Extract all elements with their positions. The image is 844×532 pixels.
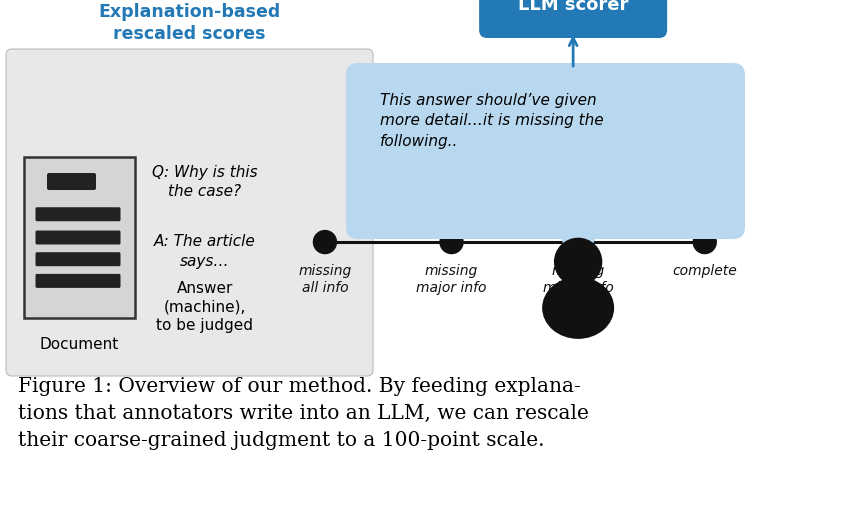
Circle shape (313, 230, 337, 254)
FancyBboxPatch shape (35, 274, 121, 288)
Circle shape (566, 230, 590, 254)
Text: complete: complete (673, 264, 737, 278)
Text: A: The article
says…: A: The article says… (154, 235, 256, 269)
FancyBboxPatch shape (47, 173, 96, 190)
Circle shape (440, 230, 463, 254)
Text: LLM scorer: LLM scorer (518, 0, 628, 14)
FancyBboxPatch shape (24, 157, 135, 318)
FancyBboxPatch shape (346, 63, 745, 239)
FancyBboxPatch shape (35, 252, 121, 266)
Text: missing
all info: missing all info (298, 264, 352, 295)
Text: This answer should’ve given
more detail…it is missing the
following..: This answer should’ve given more detail…… (380, 93, 603, 149)
Text: Figure 1: Overview of our method. By feeding explana-
tions that annotators writ: Figure 1: Overview of our method. By fee… (18, 377, 589, 451)
Circle shape (555, 238, 602, 285)
Circle shape (693, 230, 717, 254)
Text: Answer
(machine),
to be judged: Answer (machine), to be judged (156, 281, 253, 333)
Text: Q: Why is this
the case?: Q: Why is this the case? (152, 165, 257, 199)
Text: Document: Document (40, 337, 119, 352)
Ellipse shape (542, 277, 614, 339)
Polygon shape (556, 227, 600, 279)
FancyBboxPatch shape (479, 0, 667, 38)
Text: missing
minor info: missing minor info (543, 264, 614, 295)
FancyBboxPatch shape (6, 49, 373, 376)
FancyBboxPatch shape (35, 207, 121, 221)
FancyBboxPatch shape (35, 230, 121, 245)
Text: missing
major info: missing major info (416, 264, 487, 295)
Text: Explanation-based
rescaled scores: Explanation-based rescaled scores (99, 3, 280, 43)
